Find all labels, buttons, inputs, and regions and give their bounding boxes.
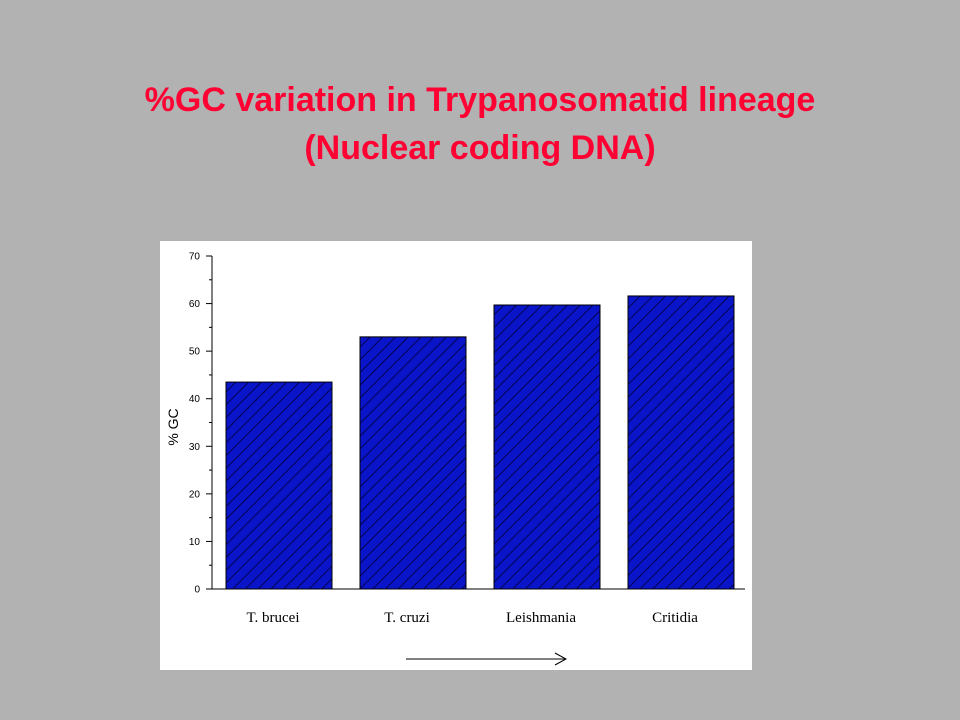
y-tick-label: 30	[189, 442, 201, 453]
category-label: Critidia	[652, 610, 698, 626]
bar-chart: 0 10 20 30 40 50 60 70 T. brucei T. cruzi Leishma…	[165, 252, 745, 666]
y-tick-label: 10	[189, 537, 201, 548]
y-tick-label: 0	[194, 585, 200, 596]
bar-hatch	[360, 336, 466, 589]
category-label: Leishmania	[506, 610, 576, 626]
y-axis-label: % GC	[165, 408, 181, 445]
category-label: T. cruzi	[384, 610, 430, 626]
chart-panel: 0 10 20 30 40 50 60 70 T. brucei T. cruzi Leishma…	[160, 241, 752, 670]
bar-hatch	[494, 304, 600, 589]
slide-title: %GC variation in Trypanosomatid lineage …	[0, 76, 960, 172]
y-tick-label: 70	[189, 252, 201, 263]
slide-title-line-2: (Nuclear coding DNA)	[304, 129, 656, 167]
y-tick-label: 20	[189, 489, 201, 500]
bar-hatch	[226, 382, 332, 589]
bar-hatch	[628, 295, 734, 589]
slide-title-line-1: %GC variation in Trypanosomatid lineage	[144, 81, 816, 119]
category-label: T. brucei	[246, 610, 299, 626]
y-tick-label: 40	[189, 394, 201, 405]
y-tick-label: 60	[189, 299, 201, 310]
bars-group	[225, 295, 735, 590]
category-labels: T. brucei T. cruzi Leishmania Critidia	[246, 610, 698, 626]
direction-arrow	[406, 652, 568, 666]
y-tick-label: 50	[189, 347, 201, 358]
